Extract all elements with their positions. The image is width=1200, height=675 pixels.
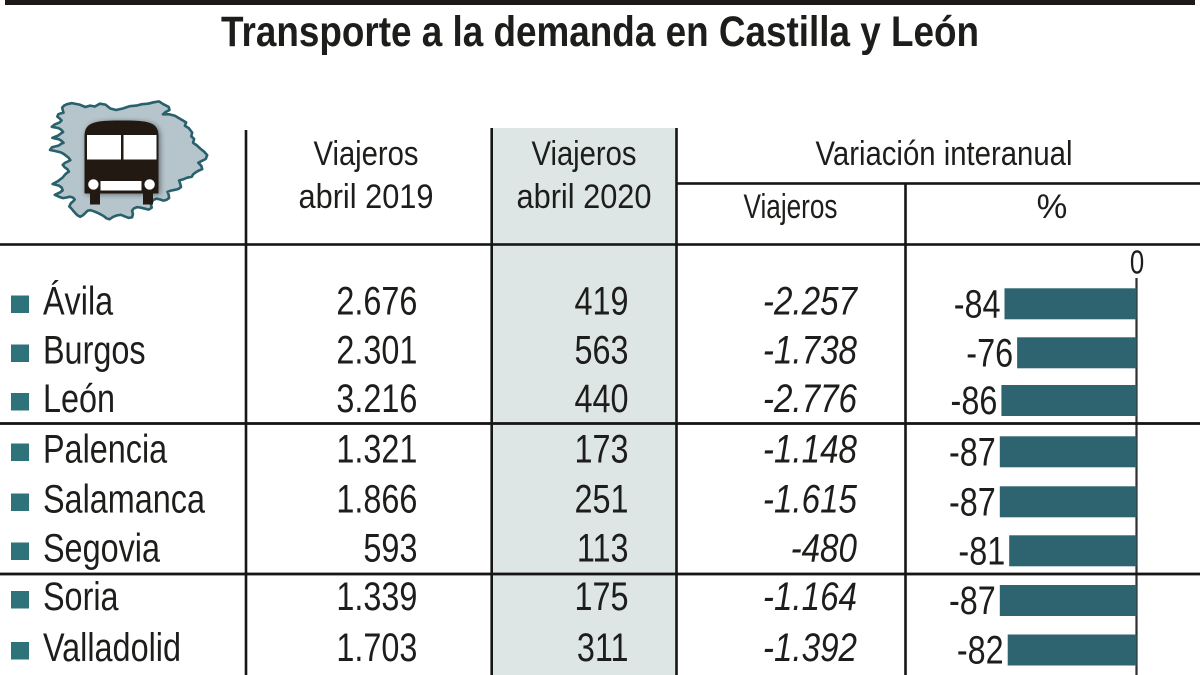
svg-text:%: % <box>1037 188 1068 226</box>
svg-text:-76: -76 <box>966 330 1013 375</box>
svg-text:-1.164: -1.164 <box>763 574 857 618</box>
svg-text:Viajeros: Viajeros <box>532 135 637 173</box>
svg-text:-87: -87 <box>949 479 996 524</box>
svg-text:Soria: Soria <box>43 574 119 619</box>
svg-text:Ávila: Ávila <box>43 278 114 323</box>
svg-text:1.866: 1.866 <box>336 476 417 521</box>
svg-text:Salamanca: Salamanca <box>43 476 206 521</box>
svg-text:1.703: 1.703 <box>336 625 417 670</box>
svg-text:Viajeros: Viajeros <box>744 188 838 226</box>
svg-text:abril 2020: abril 2020 <box>517 178 652 216</box>
svg-text:440: 440 <box>575 376 629 421</box>
svg-text:-82: -82 <box>957 627 1004 672</box>
svg-text:Palencia: Palencia <box>43 426 168 471</box>
svg-text:113: 113 <box>577 525 629 570</box>
svg-text:-81: -81 <box>958 528 1005 573</box>
svg-text:-1.148: -1.148 <box>763 427 858 471</box>
svg-text:-86: -86 <box>951 378 998 423</box>
svg-text:593: 593 <box>363 525 417 570</box>
svg-text:-2.776: -2.776 <box>763 376 858 420</box>
svg-text:-1.615: -1.615 <box>763 477 858 521</box>
svg-text:175: 175 <box>575 574 629 619</box>
svg-text:2.301: 2.301 <box>336 327 417 372</box>
svg-text:1.321: 1.321 <box>336 426 417 471</box>
svg-text:419: 419 <box>575 278 629 323</box>
svg-text:Transporte a la demanda en Cas: Transporte a la demanda en Castilla y Le… <box>221 9 979 56</box>
svg-text:563: 563 <box>575 327 629 372</box>
svg-text:173: 173 <box>575 426 629 471</box>
svg-text:-84: -84 <box>954 281 1001 326</box>
svg-text:-1.738: -1.738 <box>763 328 858 372</box>
svg-text:251: 251 <box>575 476 629 521</box>
svg-text:Burgos: Burgos <box>43 327 146 372</box>
svg-text:2.676: 2.676 <box>336 278 417 323</box>
svg-text:-1.392: -1.392 <box>763 625 857 669</box>
svg-text:1.339: 1.339 <box>336 574 417 619</box>
svg-text:Segovia: Segovia <box>43 525 161 570</box>
svg-text:-480: -480 <box>791 526 857 570</box>
svg-text:311: 311 <box>577 625 629 670</box>
svg-text:León: León <box>43 376 115 421</box>
svg-text:-2.257: -2.257 <box>763 279 859 323</box>
svg-text:-87: -87 <box>949 578 996 623</box>
svg-text:Variación interanual: Variación interanual <box>816 135 1073 173</box>
svg-text:Viajeros: Viajeros <box>314 135 419 173</box>
svg-text:3.216: 3.216 <box>336 376 417 421</box>
svg-text:abril 2019: abril 2019 <box>299 178 434 216</box>
svg-text:-87: -87 <box>949 429 996 474</box>
svg-text:0: 0 <box>1130 245 1144 282</box>
svg-text:Valladolid: Valladolid <box>43 625 181 670</box>
